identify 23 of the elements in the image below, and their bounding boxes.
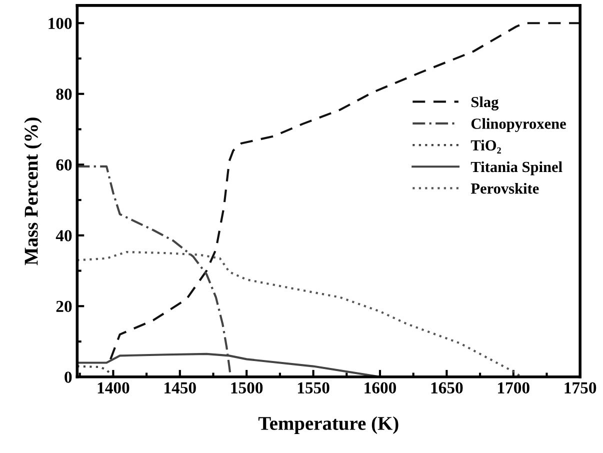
x-tick-label: 1650: [431, 382, 463, 394]
x-tick-label: 1600: [364, 382, 396, 394]
x-tick-label: 1700: [498, 382, 530, 394]
line-series: [109, 22, 580, 360]
y-tick-label: 80: [56, 88, 72, 100]
x-tick-label: 1400: [98, 382, 130, 394]
legend-label: Perovskite: [470, 182, 539, 194]
legend-label: TiO₂: [470, 140, 501, 154]
y-tick-label: 0: [64, 372, 72, 383]
x-axis-title: Temperature (K): [258, 416, 398, 434]
line-series: [77, 250, 522, 377]
x-tick-label: 1450: [164, 382, 196, 394]
x-tick-label: 1550: [298, 382, 330, 394]
y-tick-label: 40: [56, 230, 72, 242]
legend-label: Clinopyroxene: [471, 118, 566, 132]
y-tick-label: 100: [48, 18, 72, 30]
legend-label: Titania Spinel: [470, 161, 562, 176]
y-tick-label: 60: [56, 159, 72, 171]
x-tick-label: 1750: [564, 382, 596, 394]
y-tick-label: 20: [56, 300, 72, 312]
x-tick-label: 1500: [231, 382, 263, 394]
y-axis-title: Mass Percent (%): [24, 118, 42, 266]
legend-label: Slag: [472, 96, 499, 110]
